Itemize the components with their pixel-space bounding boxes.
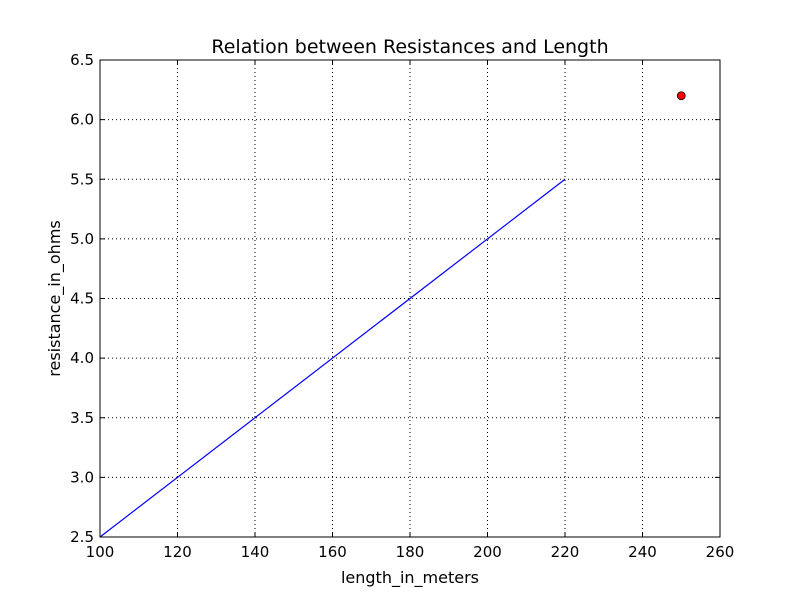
- x-tick-label: 160: [318, 543, 347, 561]
- x-tick-label: 220: [551, 543, 580, 561]
- tick-marks: [99, 59, 721, 538]
- grid-lines: [100, 60, 720, 537]
- y-axis-label: resistance_in_ohms: [45, 220, 65, 376]
- y-tick-label: 5.0: [70, 230, 94, 248]
- x-tick-labels: 100 120 140 160 180 200 220 240 260: [86, 543, 735, 561]
- y-tick-label: 5.5: [70, 170, 94, 188]
- y-tick-labels: 2.5 3.0 3.5 4.0 4.5 5.0 5.5 6.0 6.5: [70, 51, 94, 546]
- y-tick-label: 6.5: [70, 51, 94, 69]
- x-tick-label: 140: [241, 543, 270, 561]
- x-tick-label: 120: [163, 543, 192, 561]
- y-tick-label: 3.5: [70, 409, 94, 427]
- y-tick-label: 2.5: [70, 528, 94, 546]
- y-tick-label: 4.0: [70, 349, 94, 367]
- series-line: [99, 178, 566, 538]
- plot-series: [99, 91, 686, 538]
- x-tick-label: 100: [86, 543, 115, 561]
- x-tick-label: 180: [396, 543, 425, 561]
- data-point: [676, 91, 686, 101]
- y-tick-label: 4.5: [70, 290, 94, 308]
- x-axis-label: length_in_meters: [341, 568, 479, 588]
- y-tick-label: 6.0: [70, 111, 94, 129]
- y-tick-label: 3.0: [70, 468, 94, 486]
- x-tick-label: 260: [706, 543, 735, 561]
- chart-title: Relation between Resistances and Length: [211, 36, 608, 58]
- x-tick-label: 240: [628, 543, 657, 561]
- x-tick-label: 200: [473, 543, 502, 561]
